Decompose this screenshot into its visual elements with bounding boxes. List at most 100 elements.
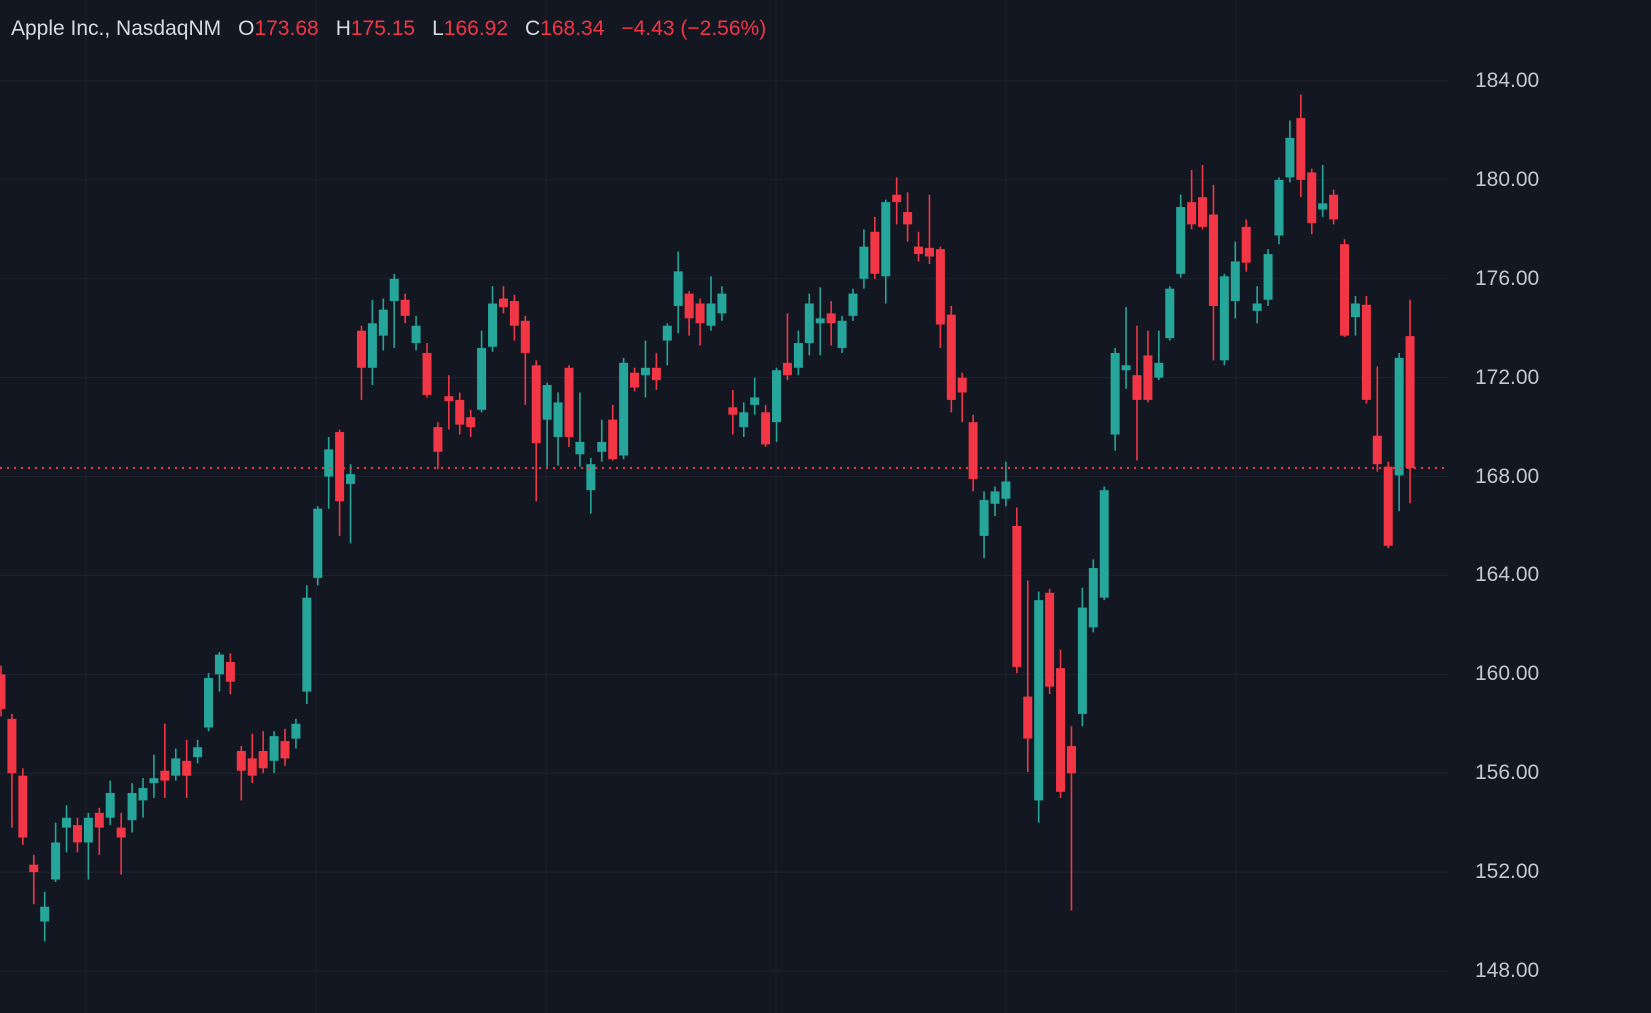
candle: [782, 313, 792, 381]
candle-body: [149, 778, 159, 784]
candle-body: [1350, 303, 1360, 318]
symbol-legend: Apple Inc., NasdaqNM O 173.68 H 175.15 L 16…: [11, 15, 766, 42]
candle-body: [422, 352, 432, 395]
candle: [1329, 189, 1339, 225]
candle-body: [761, 412, 771, 445]
candle: [313, 506, 323, 586]
candle-body: [870, 231, 880, 274]
price-axis[interactable]: 184.00 180.00 176.00 172.00 168.00 164.00 160.…: [1451, 0, 1651, 1013]
candle: [378, 298, 388, 351]
candle-body: [1176, 207, 1186, 274]
candle: [1034, 591, 1044, 823]
candle: [204, 673, 214, 732]
candle-body: [51, 842, 61, 880]
candle-body: [29, 864, 39, 873]
candle: [990, 486, 1000, 517]
candle-body: [1405, 336, 1415, 469]
candle-body: [1110, 352, 1120, 435]
candle-body: [1219, 276, 1229, 361]
candle-body: [236, 750, 246, 771]
candle-body: [1340, 244, 1350, 336]
candle: [258, 731, 268, 774]
candle-body: [466, 417, 476, 428]
candle: [1372, 366, 1382, 472]
candle: [400, 293, 410, 324]
candle: [1405, 299, 1415, 504]
candle-body: [444, 396, 454, 402]
candle-body: [968, 422, 978, 480]
candle-body: [18, 775, 28, 838]
candle-body: [881, 202, 891, 277]
symbol-name[interactable]: Apple Inc., NasdaqNM: [11, 17, 222, 40]
candle-body: [225, 661, 235, 682]
candle: [171, 748, 181, 781]
candle-body: [1045, 592, 1055, 687]
candle-body: [1187, 202, 1197, 225]
candle-body: [990, 491, 1000, 504]
candle-body: [1056, 668, 1066, 792]
candle-body: [269, 736, 279, 761]
candle: [684, 291, 694, 336]
candle: [116, 812, 126, 875]
low-value: 166.92: [443, 17, 509, 40]
candle: [1056, 649, 1066, 798]
candle-body: [302, 597, 312, 692]
candle: [488, 286, 498, 352]
candle: [739, 402, 749, 437]
candle: [291, 718, 301, 749]
price-axis-label: 184.00: [1475, 69, 1540, 92]
candle: [1165, 286, 1175, 341]
candle-body: [717, 293, 727, 314]
candle: [761, 404, 771, 447]
candle-body: [367, 323, 377, 368]
candle-body: [848, 293, 858, 316]
candle-body: [1023, 696, 1033, 739]
candle: [608, 404, 618, 461]
candle: [946, 305, 956, 413]
candle: [695, 298, 705, 346]
candle-body: [1208, 214, 1218, 306]
candle: [40, 891, 50, 942]
candle: [1121, 307, 1131, 389]
candle: [837, 315, 847, 353]
candle-body: [520, 320, 530, 353]
candle: [728, 390, 738, 435]
candle: [597, 419, 607, 462]
candle: [1077, 587, 1087, 727]
candle: [564, 365, 574, 447]
candle-body: [1329, 194, 1339, 220]
candle-body: [1394, 357, 1404, 476]
price-axis-label: 152.00: [1475, 860, 1540, 884]
candle: [1208, 184, 1218, 361]
candle-body: [619, 362, 629, 456]
candle: [18, 768, 28, 845]
candle: [324, 436, 334, 509]
candle: [717, 286, 727, 321]
candle-body: [62, 817, 72, 828]
candle: [935, 246, 945, 348]
price-axis-label: 180.00: [1475, 167, 1540, 191]
candle-body: [662, 325, 672, 341]
candle: [575, 392, 585, 467]
candle: [815, 287, 825, 356]
candle-body: [640, 367, 650, 376]
candle: [444, 375, 454, 430]
candle-body: [1263, 254, 1273, 300]
candle: [531, 360, 541, 502]
candle: [804, 293, 814, 356]
candle-body: [324, 449, 334, 477]
candle-body: [651, 367, 661, 381]
candle: [1154, 330, 1164, 381]
candle: [1394, 352, 1404, 512]
candle: [1274, 177, 1284, 245]
candle: [1252, 286, 1262, 324]
candle: [859, 229, 869, 289]
candle: [0, 665, 6, 717]
candle-body: [1274, 179, 1284, 236]
candle: [127, 783, 137, 833]
candle: [640, 340, 650, 398]
candle-body: [214, 654, 224, 675]
candle: [553, 392, 563, 466]
candle-body: [498, 298, 508, 308]
